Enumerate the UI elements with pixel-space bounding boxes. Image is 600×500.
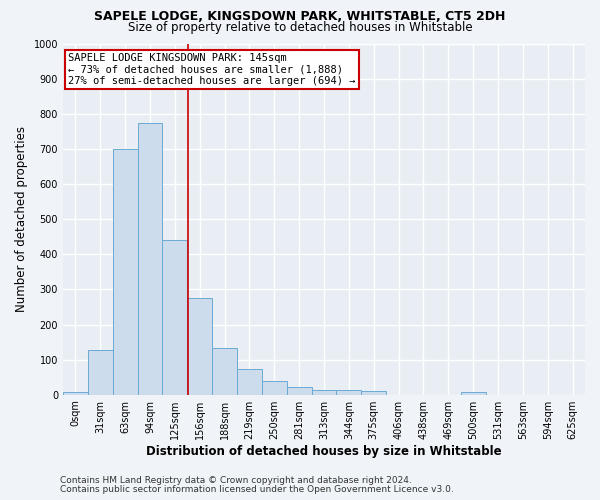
Text: SAPELE LODGE, KINGSDOWN PARK, WHITSTABLE, CT5 2DH: SAPELE LODGE, KINGSDOWN PARK, WHITSTABLE…: [94, 10, 506, 23]
Bar: [212, 348, 237, 395]
Text: SAPELE LODGE KINGSDOWN PARK: 145sqm
← 73% of detached houses are smaller (1,888): SAPELE LODGE KINGSDOWN PARK: 145sqm ← 73…: [68, 53, 356, 86]
Bar: [262, 382, 287, 394]
Text: Contains HM Land Registry data © Crown copyright and database right 2024.: Contains HM Land Registry data © Crown c…: [60, 476, 412, 485]
Bar: [163, 240, 187, 394]
Bar: [237, 370, 262, 394]
Y-axis label: Number of detached properties: Number of detached properties: [15, 126, 28, 312]
X-axis label: Distribution of detached houses by size in Whitstable: Distribution of detached houses by size …: [146, 444, 502, 458]
Bar: [63, 392, 88, 394]
Bar: [113, 149, 137, 394]
Text: Contains public sector information licensed under the Open Government Licence v3: Contains public sector information licen…: [60, 485, 454, 494]
Bar: [88, 350, 113, 395]
Bar: [137, 123, 163, 394]
Text: Size of property relative to detached houses in Whitstable: Size of property relative to detached ho…: [128, 21, 472, 34]
Bar: [311, 390, 337, 394]
Bar: [361, 391, 386, 394]
Bar: [287, 387, 311, 394]
Bar: [461, 392, 485, 394]
Bar: [337, 390, 361, 394]
Bar: [187, 298, 212, 394]
